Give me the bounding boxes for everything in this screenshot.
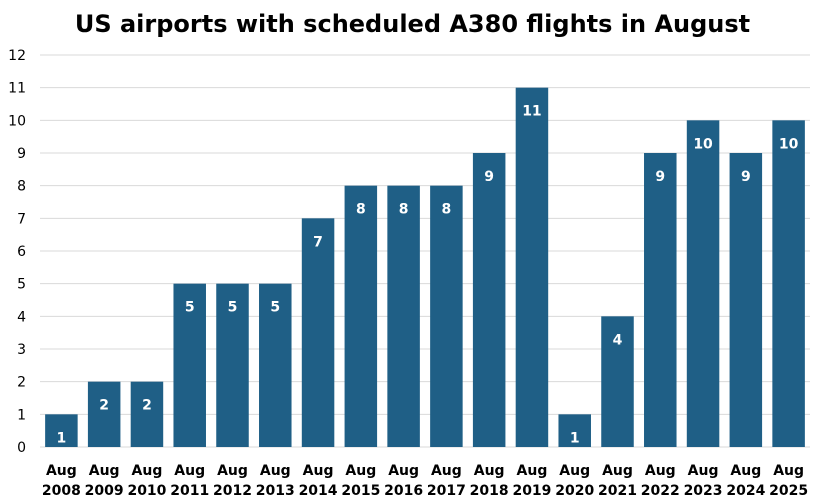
bar-Aug-2011 [173,283,206,447]
x-tick-label-year: 2008 [42,483,81,499]
x-tick-label-month: Aug [559,463,590,479]
bar-Aug-2020 [558,414,591,447]
y-tick-label: 5 [17,277,26,293]
x-tick-label-year: 2009 [85,483,124,499]
data-label: 8 [356,202,366,218]
x-tick-label-month: Aug [474,463,505,479]
x-tick-label-year: 2021 [598,483,637,499]
bar-Aug-2019 [515,87,549,448]
x-tick-label-month: Aug [132,463,163,479]
data-label: 9 [484,169,494,185]
x-tick-label-year: 2022 [641,483,680,499]
bar-Aug-2009 [87,381,121,447]
x-tick-label-month: Aug [217,463,248,479]
x-tick-label-month: Aug [645,463,676,479]
data-label: 2 [99,398,109,414]
data-label: 1 [57,430,67,446]
y-tick-label: 0 [17,440,26,456]
bar-Aug-2017 [430,185,463,447]
bar-Aug-2023 [686,120,720,447]
y-tick-label: 12 [8,48,26,64]
data-label: 9 [655,169,665,185]
y-tick-label: 11 [8,81,26,97]
x-tick-label-month: Aug [388,463,419,479]
bar-Aug-2013 [259,283,292,447]
data-label: 8 [399,202,409,218]
x-tick-label-year: 2025 [769,483,808,499]
data-label: 1 [570,430,580,446]
x-tick-label-month: Aug [174,463,205,479]
x-tick-label-year: 2016 [384,483,423,499]
bar-Aug-2021 [601,316,634,447]
bars [45,87,805,448]
y-tick-label: 7 [17,211,26,227]
data-label: 8 [442,202,452,218]
y-tick-label: 9 [17,146,26,162]
y-tick-label: 1 [17,407,26,423]
x-tick-label-year: 2014 [299,483,338,499]
bar-Aug-2015 [344,185,378,447]
y-tick-label: 4 [17,309,26,325]
chart-title: US airports with scheduled A380 flights … [74,10,751,38]
bar-Aug-2014 [301,218,335,447]
x-tick-label-year: 2017 [427,483,466,499]
data-label: 10 [779,136,799,152]
x-tick-label-year: 2018 [470,483,509,499]
x-tick-label-month: Aug [602,463,633,479]
data-label: 5 [228,300,238,316]
bar-Aug-2024 [729,153,763,447]
y-tick-label: 10 [8,113,26,129]
data-label: 9 [741,169,751,185]
x-tick-label-year: 2012 [213,483,252,499]
data-label: 11 [522,104,541,120]
x-tick-label-year: 2020 [555,483,594,499]
x-tick-label-month: Aug [773,463,804,479]
x-tick-label-year: 2015 [341,483,380,499]
x-tick-label-year: 2013 [256,483,295,499]
bar-Aug-2018 [472,153,506,447]
x-tick-label-year: 2024 [726,483,765,499]
bar-Aug-2008 [45,414,78,447]
y-tick-label: 8 [17,179,26,195]
bar-Aug-2012 [216,283,249,447]
gridlines [40,54,810,448]
x-tick-label-month: Aug [517,463,548,479]
data-label: 5 [185,300,195,316]
data-label: 7 [313,234,323,250]
x-tick-label-month: Aug [431,463,462,479]
bar-Aug-2016 [387,185,420,447]
bar-Aug-2022 [644,153,677,447]
x-tick-label-month: Aug [303,463,334,479]
data-label: 4 [613,332,623,348]
y-tick-label: 6 [17,244,26,260]
x-axis: Aug 2008 Aug 2009 Aug 2010 Aug 2011 Aug 2012 Aug 20… [42,463,808,499]
data-label: 10 [693,136,713,152]
x-tick-label-year: 2019 [512,483,551,499]
x-tick-label-month: Aug [345,463,376,479]
data-label: 5 [270,300,280,316]
data-label: 2 [142,398,152,414]
y-tick-label: 2 [17,375,26,391]
bar-Aug-2025 [772,120,805,447]
x-tick-label-year: 2011 [170,483,209,499]
y-tick-label: 3 [17,342,26,358]
bar-Aug-2010 [130,381,164,447]
x-tick-label-year: 2010 [127,483,166,499]
x-tick-label-month: Aug [46,463,77,479]
x-tick-label-month: Aug [89,463,120,479]
x-tick-label-month: Aug [260,463,291,479]
x-tick-label-year: 2023 [684,483,723,499]
x-tick-label-month: Aug [688,463,719,479]
x-tick-label-month: Aug [730,463,761,479]
